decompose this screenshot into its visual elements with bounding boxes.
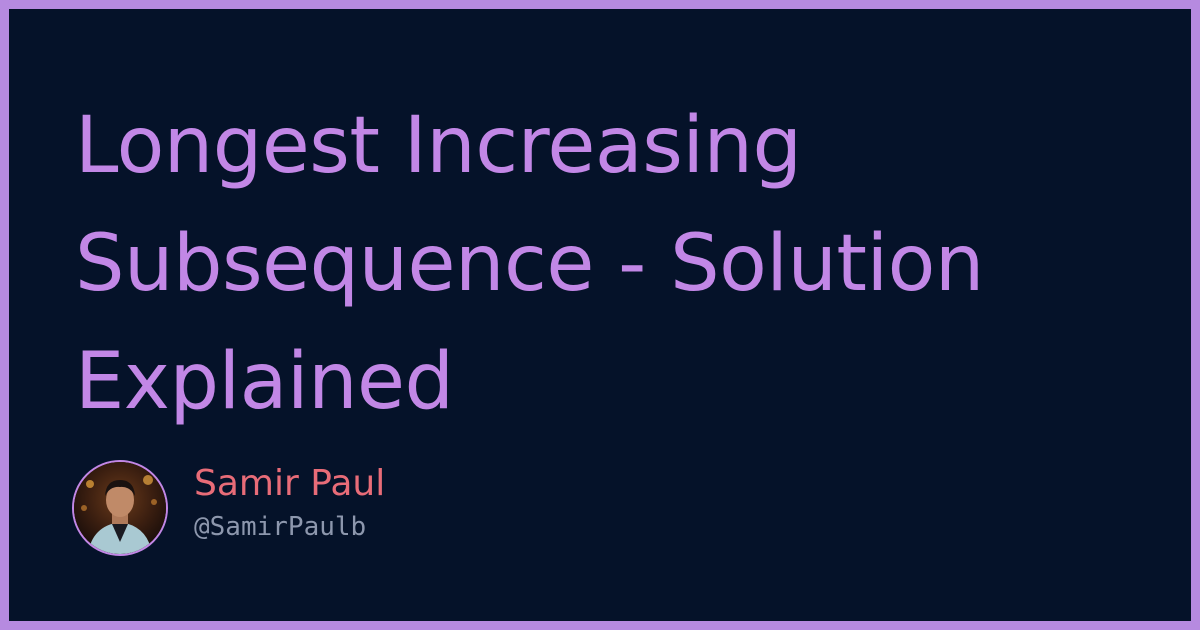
author-block: Samir Paul @SamirPaulb (72, 458, 385, 558)
share-card: Longest Increasing Subsequence - Solutio… (9, 9, 1191, 621)
profile-photo-icon (74, 462, 166, 554)
author-handle: @SamirPaulb (194, 512, 367, 542)
author-info: Samir Paul @SamirPaulb (194, 463, 385, 544)
author-name: Samir Paul (194, 463, 386, 504)
article-title: Longest Increasing Subsequence - Solutio… (75, 101, 984, 427)
avatar (72, 460, 168, 556)
